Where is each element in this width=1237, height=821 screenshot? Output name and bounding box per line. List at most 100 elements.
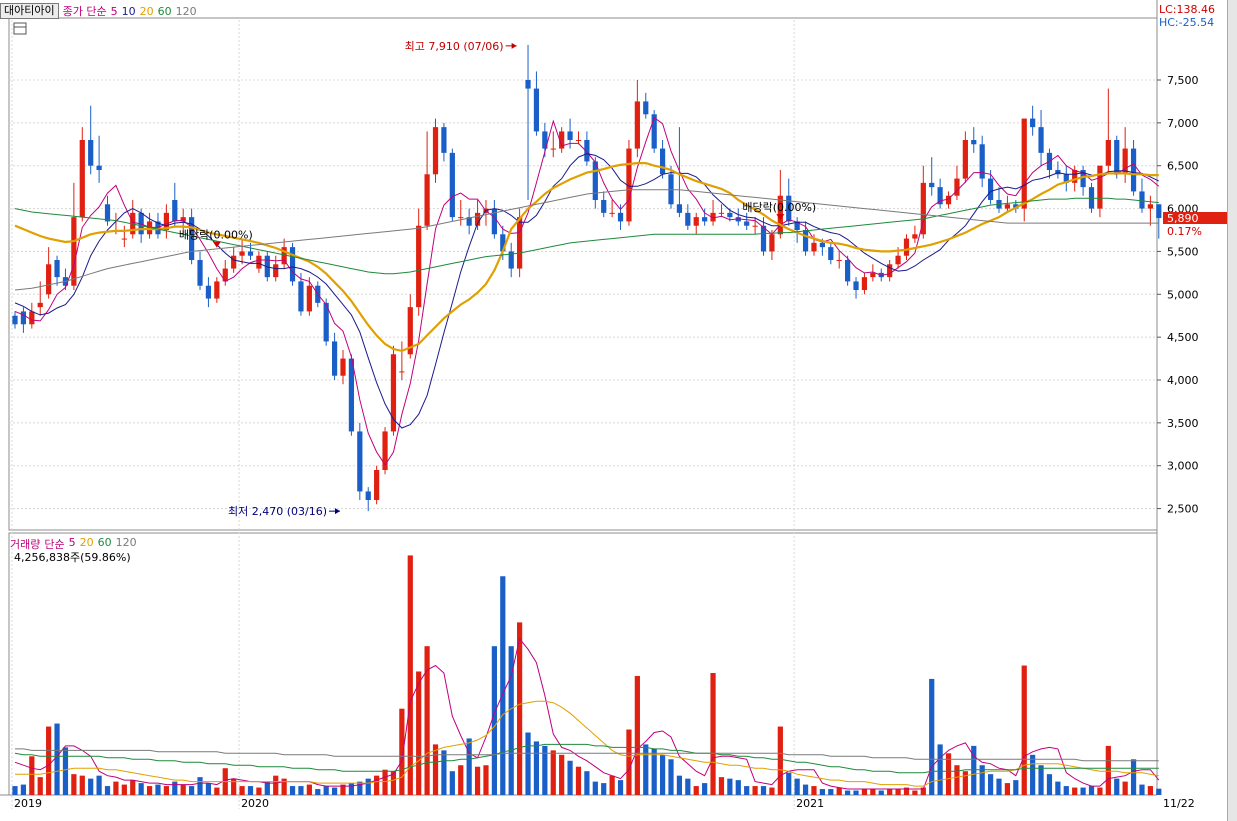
volume-bar	[458, 765, 464, 795]
volume-bar	[20, 784, 27, 795]
candle-body	[281, 247, 287, 265]
volume-bar	[971, 745, 977, 795]
candle-body	[1139, 191, 1145, 209]
volume-bar	[710, 672, 716, 795]
volume-bar	[441, 750, 447, 795]
candle-body	[659, 148, 666, 175]
candle-body	[1030, 118, 1036, 128]
candle-body	[617, 212, 624, 222]
calendar-icon	[13, 22, 27, 35]
volume-bar	[264, 781, 270, 795]
candle-body	[895, 255, 901, 265]
candle-body	[987, 178, 994, 200]
lc-value: LC:138.46	[1158, 3, 1215, 16]
candle-body	[634, 101, 640, 149]
ma5-label: 5	[110, 4, 118, 18]
volume-bar	[1130, 759, 1137, 795]
volume-info: 4,256,838주(59.86%)	[14, 551, 131, 564]
candle-body	[718, 212, 725, 214]
stock-name-box[interactable]: 대아티아이	[0, 3, 59, 19]
candle-body	[769, 234, 775, 252]
volume-bar	[643, 744, 649, 795]
candle-body	[887, 264, 893, 278]
candle-body	[12, 315, 18, 325]
volume-bar	[1021, 665, 1027, 795]
candle-body	[474, 212, 481, 226]
volume-bar	[1139, 784, 1145, 795]
volume-bar	[231, 778, 237, 795]
dividend-marker	[212, 241, 221, 248]
candle-body	[937, 187, 943, 205]
volume-bar	[374, 775, 380, 795]
candle-body	[920, 182, 926, 235]
volume-ma20-line	[15, 700, 1159, 787]
volume-bar	[298, 786, 304, 795]
volume-ma120-line	[15, 748, 1159, 762]
vma5-label: 5	[68, 536, 76, 549]
candle-body	[424, 174, 430, 226]
candle-body	[180, 217, 186, 222]
candle-body	[508, 251, 514, 269]
candle-body	[584, 140, 590, 162]
volume-bar	[920, 787, 926, 795]
candle-body	[517, 217, 523, 269]
volume-bar	[163, 786, 169, 795]
volume-bar	[819, 789, 825, 795]
candle-body	[247, 251, 254, 256]
volume-bar	[289, 786, 296, 795]
candle-body	[533, 88, 540, 132]
volume-bar	[979, 765, 985, 795]
candle-body	[575, 140, 582, 141]
volume-bar	[836, 787, 842, 795]
volume-bar	[1046, 774, 1053, 795]
volume-bar	[1055, 781, 1061, 795]
volume-bar	[517, 622, 523, 795]
candle-body	[289, 247, 296, 282]
candle-body	[525, 80, 531, 89]
ma10-label: 10	[121, 4, 136, 18]
vertical-scrollbar[interactable]	[1227, 0, 1237, 821]
candle-body	[870, 272, 876, 278]
vma20-label: 20	[79, 536, 94, 549]
candle-body	[811, 242, 817, 252]
volume-bar	[315, 789, 321, 795]
price-toolbar: 대아티아이 종가 단순 5 10 20 60 120	[0, 3, 197, 19]
volume-bar	[104, 786, 111, 795]
volume-bar	[399, 708, 405, 795]
volume-bar	[79, 775, 85, 795]
candle-body	[306, 285, 312, 312]
candle-body	[567, 131, 573, 140]
price-ma60-line	[14, 197, 1159, 275]
candle-body	[979, 144, 985, 179]
candle-body	[685, 212, 691, 226]
candle-body	[710, 212, 716, 222]
price-annotation: 최고 7,910 (07/06)	[405, 40, 504, 53]
candle-body	[331, 341, 338, 376]
volume-bar	[533, 741, 540, 795]
candle-body	[702, 217, 708, 222]
volume-bar	[46, 726, 52, 795]
volume-panel	[8, 532, 1158, 796]
candle-body	[29, 311, 35, 325]
volume-bar	[306, 784, 312, 795]
candle-body	[744, 221, 750, 226]
volume-bar	[130, 780, 136, 795]
volume-bar	[281, 778, 287, 795]
volume-bar	[542, 745, 548, 795]
volume-bar	[1038, 765, 1044, 795]
volume-bar	[12, 786, 18, 795]
volume-bar	[29, 756, 35, 795]
volume-bar	[54, 723, 60, 795]
volume-bar	[794, 778, 800, 795]
volume-bar	[416, 671, 422, 795]
volume-bar	[996, 778, 1002, 795]
volume-bar	[1013, 780, 1019, 795]
candle-body	[643, 101, 649, 115]
volume-bar	[88, 778, 94, 795]
dividend-marker	[776, 214, 785, 221]
volume-bar	[37, 777, 43, 795]
candle-body	[441, 127, 447, 153]
volume-bar	[172, 781, 178, 795]
candle-body	[357, 431, 363, 492]
